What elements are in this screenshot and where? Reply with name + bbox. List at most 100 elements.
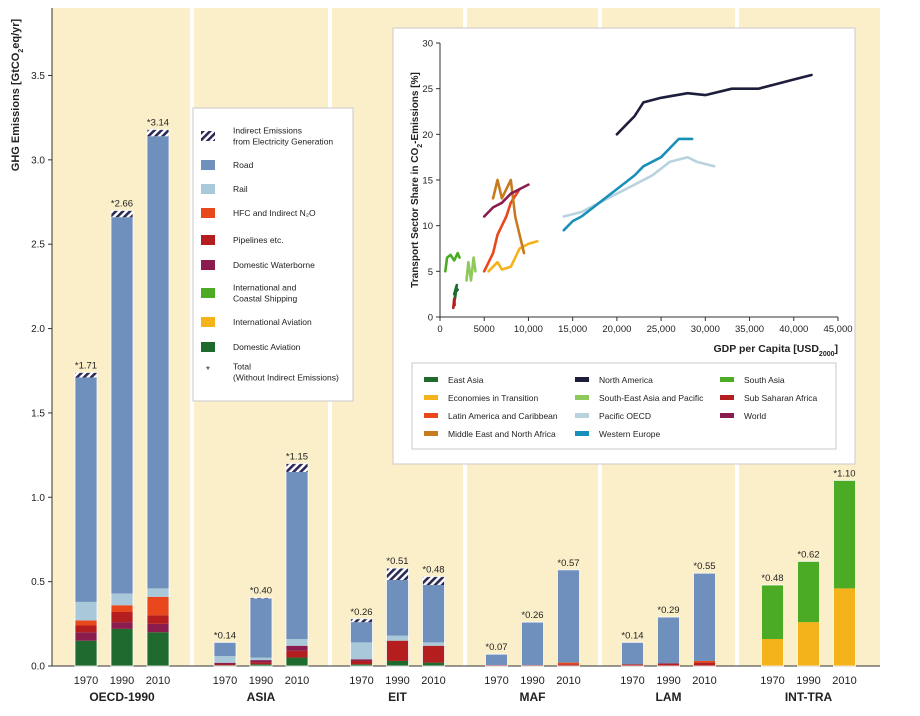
y-tick-label: 1.0 [31, 493, 45, 504]
region-label: ASIA [247, 690, 276, 704]
y-tick-label: 3.0 [31, 155, 45, 166]
bar-segment-pipelines [111, 612, 133, 623]
inset-legend-label: Middle East and North Africa [448, 429, 556, 439]
year-label: 2010 [421, 675, 445, 687]
bar-segment-waterborne [111, 622, 133, 629]
bar-outline [285, 463, 309, 667]
legend-label-line: Total [233, 362, 251, 372]
bar-segment-pipelines [250, 662, 272, 665]
bar-segment-road [693, 573, 716, 661]
inset-legend-box [411, 362, 837, 450]
inset-legend-label: Economies in Transition [448, 393, 539, 403]
bar-segment-road [350, 622, 373, 643]
bar-outline [110, 209, 134, 667]
bar-total-label: *0.62 [797, 549, 819, 560]
bar-segment-road [521, 622, 544, 666]
legend-label-indirect: Indirect Emissions from Electricity Gener… [233, 126, 333, 147]
bar-outline [833, 479, 856, 667]
legend-label-line: Road [233, 160, 254, 170]
year-label: 1970 [620, 675, 644, 687]
year-label: 2010 [146, 675, 170, 687]
bar-total-label: *0.51 [386, 556, 408, 567]
legend-swatch-hfc [201, 208, 215, 218]
year-label: 1990 [796, 675, 820, 687]
inset-legend: East Asia Economies in Transition Latin Am… [411, 362, 837, 450]
legend-label-line: Domestic Aviation [233, 342, 301, 352]
legend-label-hfc: HFC and Indirect N₂O [233, 208, 316, 218]
series-line [465, 256, 477, 282]
bar-segment-road [657, 617, 680, 664]
bar-segment-hfc [75, 620, 97, 626]
legend-label-line: HFC and Indirect N₂O [233, 208, 316, 218]
y-axis-title-part: eq/yr] [10, 18, 22, 48]
bar-outline [213, 641, 237, 667]
bar-segment-indirect [147, 129, 169, 137]
bar-segment-rail [386, 635, 409, 641]
bar-outline [146, 128, 170, 667]
series-line [562, 137, 694, 232]
inset-legend-label: South Asia [744, 375, 785, 385]
bar-segment-aviation_int [761, 639, 784, 666]
y-axis-title-part: GHG Emissions [GtCO [10, 52, 22, 171]
year-label: 2010 [556, 675, 580, 687]
bar-segment-waterborne [214, 662, 236, 665]
bar-outline [422, 576, 445, 667]
legend-label-total: Total (Without Indirect Emissions) [233, 362, 339, 383]
bar-segment-indirect [111, 210, 133, 218]
bar-total-label: *0.26 [521, 610, 543, 621]
bar-outline [74, 371, 98, 667]
inset-legend-swatch [575, 395, 589, 400]
inset-legend-swatch [424, 413, 438, 418]
inset-legend-label: Western Europe [599, 429, 661, 439]
year-label: 1970 [213, 675, 237, 687]
bar-segment-aviation_dom [111, 628, 133, 666]
series-line [491, 178, 526, 255]
legend-swatch-indirect [201, 131, 215, 141]
legend-label-shipping: International and Coastal Shipping [233, 283, 298, 304]
bar-segment-pipelines [214, 664, 236, 666]
bar-segment-aviation_dom [250, 664, 272, 666]
legend-label-line: Pipelines etc. [233, 235, 284, 245]
bar-outline [249, 597, 273, 667]
legend-box [192, 107, 354, 402]
bar-segment-shipping [833, 480, 856, 589]
inset-legend-swatch [575, 431, 589, 436]
inset-legend-label: World [744, 411, 766, 421]
bar-segment-road [214, 642, 236, 657]
series-line [562, 155, 716, 218]
bar-segment-pipelines [386, 640, 409, 661]
inset-y-tick-label: 0 [428, 313, 433, 324]
legend-label-line: Indirect Emissions [233, 126, 302, 136]
legend-swatch-shipping [201, 288, 215, 298]
bar-segment-waterborne [75, 632, 97, 641]
bar-segment-waterborne [286, 645, 308, 651]
legend-label-line: (Without Indirect Emissions) [233, 373, 339, 383]
inset-y-axis-title-part: -Emissions [%] [410, 72, 421, 144]
bar-segment-aviation_dom [386, 660, 409, 666]
bar-outline [693, 572, 716, 667]
inset-x-tick-label: 30,000 [691, 324, 720, 335]
inset-x-tick-label: 5000 [474, 324, 495, 335]
series-line [487, 239, 539, 273]
year-label: 1970 [760, 675, 784, 687]
bar-total-label: *0.48 [422, 565, 444, 576]
bar-segment-pipelines [422, 645, 445, 663]
bar-segment-aviation_int [833, 588, 856, 666]
bar-total-label: *0.48 [761, 573, 783, 584]
region-label: OECD-1990 [89, 690, 155, 704]
bar-legend: Indirect Emissions from Electricity Gener… [192, 107, 354, 402]
bar-total-label: *0.29 [657, 605, 679, 616]
inset-y-axis-title-part: Transport Sector Share in CO [410, 148, 421, 288]
y-tick-label: 0.0 [31, 662, 45, 673]
legend-swatch-pipelines [201, 235, 215, 245]
y-axis-title: GHG Emissions [GtCO2eq/yr] [10, 18, 25, 171]
bar-segment-pipelines [621, 664, 644, 666]
inset-x-axis-title-part: GDP per Capita [USD [714, 343, 820, 355]
bar-segment-rail [214, 656, 236, 663]
bar-segment-hfc [557, 662, 580, 665]
inset-y-tick-label: 10 [422, 221, 433, 232]
legend-swatch-aviation_int [201, 317, 215, 327]
inset-y-tick-label: 20 [422, 130, 433, 141]
inset-y-tick-label: 15 [422, 176, 433, 187]
bar-segment-road [250, 598, 272, 658]
